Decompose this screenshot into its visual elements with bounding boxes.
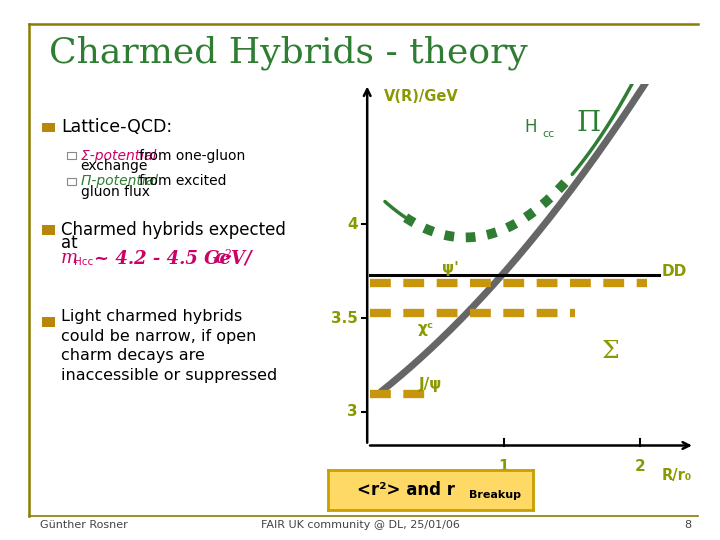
Text: J/ψ: J/ψ <box>419 377 443 392</box>
FancyBboxPatch shape <box>42 317 55 327</box>
Text: from excited: from excited <box>139 174 227 188</box>
Text: m: m <box>61 249 78 267</box>
Text: 8: 8 <box>684 520 691 530</box>
FancyBboxPatch shape <box>42 123 55 132</box>
Text: Günther Rosner: Günther Rosner <box>40 520 127 530</box>
Text: FAIR UK community @ DL, 25/01/06: FAIR UK community @ DL, 25/01/06 <box>261 520 459 530</box>
Text: ψ': ψ' <box>442 261 459 276</box>
Text: Light charmed hybrids
could be narrow, if open
charm decays are
inaccessible or : Light charmed hybrids could be narrow, i… <box>61 309 277 383</box>
Text: Breakup: Breakup <box>469 490 521 500</box>
FancyBboxPatch shape <box>42 225 55 235</box>
Text: 3: 3 <box>347 404 358 419</box>
Text: from one-gluon: from one-gluon <box>139 148 246 163</box>
Text: Π: Π <box>576 110 600 137</box>
Text: DD: DD <box>662 264 688 279</box>
Text: at: at <box>61 234 78 252</box>
Text: 2: 2 <box>635 458 646 474</box>
Text: gluon flux: gluon flux <box>81 185 150 199</box>
Text: 4: 4 <box>347 217 358 232</box>
Text: Charmed Hybrids - theory: Charmed Hybrids - theory <box>49 35 528 70</box>
Text: H: H <box>524 118 536 136</box>
Text: Σ: Σ <box>602 340 620 363</box>
Text: exchange: exchange <box>81 159 148 173</box>
Text: Lattice-QCD:: Lattice-QCD: <box>61 118 172 137</box>
Text: 1: 1 <box>498 458 509 474</box>
Text: <r²> and r: <r²> and r <box>356 481 454 499</box>
Text: Σ-potential: Σ-potential <box>81 148 161 163</box>
Text: V(R)/GeV: V(R)/GeV <box>384 89 459 104</box>
Text: 3.5: 3.5 <box>330 310 358 326</box>
Text: ~ 4.2 - 4.5 GeV/: ~ 4.2 - 4.5 GeV/ <box>94 249 251 267</box>
Text: cc: cc <box>542 129 554 139</box>
Text: 2: 2 <box>225 249 232 259</box>
Text: χᶜ: χᶜ <box>418 321 434 336</box>
Text: Π-potential: Π-potential <box>81 174 162 188</box>
Text: Charmed hybrids expected: Charmed hybrids expected <box>61 221 286 239</box>
Text: c: c <box>215 249 225 267</box>
Text: Hcc: Hcc <box>74 258 94 267</box>
Text: R/r₀: R/r₀ <box>662 468 692 483</box>
